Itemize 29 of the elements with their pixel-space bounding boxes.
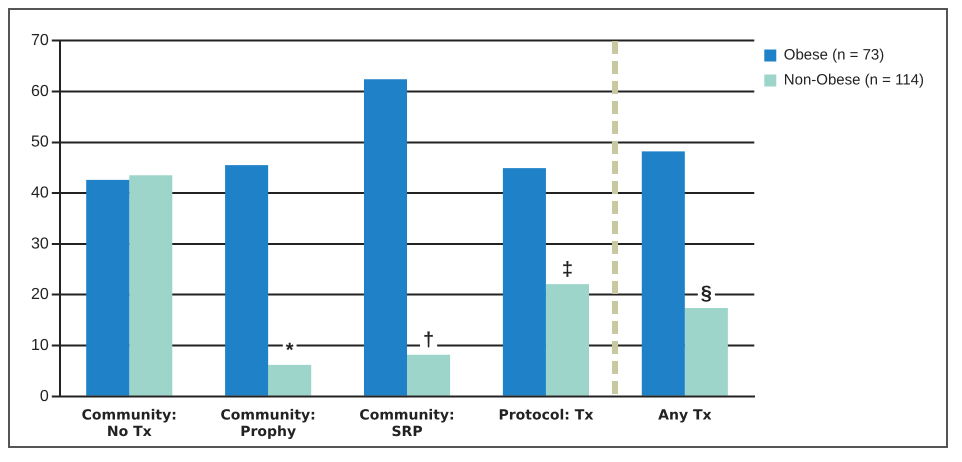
annotation: †	[423, 329, 434, 352]
bar	[684, 308, 728, 396]
y-tick-label: 10	[31, 336, 49, 354]
x-tick-label: Community: SRP	[359, 407, 455, 440]
y-tick-label: 50	[31, 134, 49, 151]
bar	[364, 79, 408, 396]
bar	[642, 151, 685, 396]
bar	[546, 284, 589, 396]
x-tick-label: Any Tx	[658, 407, 712, 424]
bar	[225, 165, 268, 396]
bar	[502, 168, 546, 396]
x-tick-label: Protocol: Tx	[498, 407, 594, 424]
y-tick-label: 60	[31, 82, 49, 100]
y-tick-label: 40	[31, 184, 49, 202]
annotation: *	[286, 339, 294, 362]
y-tick-label: 70	[31, 32, 49, 50]
x-tick-label: Community: No Tx	[82, 407, 177, 440]
bar	[407, 354, 450, 396]
bar	[86, 180, 130, 396]
y-tick-label: 0	[40, 388, 49, 405]
legend-label: Obese (n = 73)	[784, 46, 884, 64]
annotation: ‡	[562, 258, 574, 281]
y-tick-label: 20	[31, 286, 49, 304]
x-tick-label: Community: Prophy	[220, 407, 316, 440]
bar	[129, 175, 172, 396]
bar	[268, 364, 312, 396]
y-tick-label: 30	[31, 235, 49, 252]
annotation: §	[700, 282, 712, 304]
legend-label: Non-Obese (n = 114)	[784, 72, 924, 89]
